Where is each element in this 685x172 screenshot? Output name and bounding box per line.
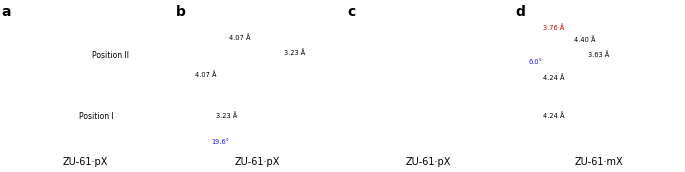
Text: Position I: Position I [79, 112, 114, 121]
Text: 3.63 Å: 3.63 Å [588, 51, 609, 57]
Text: 4.07 Å: 4.07 Å [195, 72, 216, 78]
Text: ZU-61·mX: ZU-61·mX [575, 157, 623, 167]
Text: ZU-61·pX: ZU-61·pX [234, 157, 279, 167]
Text: 3.23 Å: 3.23 Å [216, 113, 237, 119]
Text: Position II: Position II [92, 51, 129, 60]
Text: 3.76 Å: 3.76 Å [543, 24, 564, 31]
Text: 4.24 Å: 4.24 Å [543, 74, 564, 81]
Text: 4.07 Å: 4.07 Å [229, 35, 251, 41]
Text: 6.0°: 6.0° [529, 59, 543, 65]
Text: 19.6°: 19.6° [211, 139, 229, 145]
Text: d: d [515, 5, 525, 19]
Text: a: a [1, 5, 11, 19]
Text: 4.24 Å: 4.24 Å [543, 112, 564, 119]
Text: ZU-61·pX: ZU-61·pX [63, 157, 108, 167]
Text: c: c [347, 5, 356, 19]
Text: b: b [176, 5, 186, 19]
Text: ZU-61·pX: ZU-61·pX [406, 157, 451, 167]
Text: 4.40 Å: 4.40 Å [574, 36, 595, 43]
Text: 3.23 Å: 3.23 Å [284, 49, 306, 56]
